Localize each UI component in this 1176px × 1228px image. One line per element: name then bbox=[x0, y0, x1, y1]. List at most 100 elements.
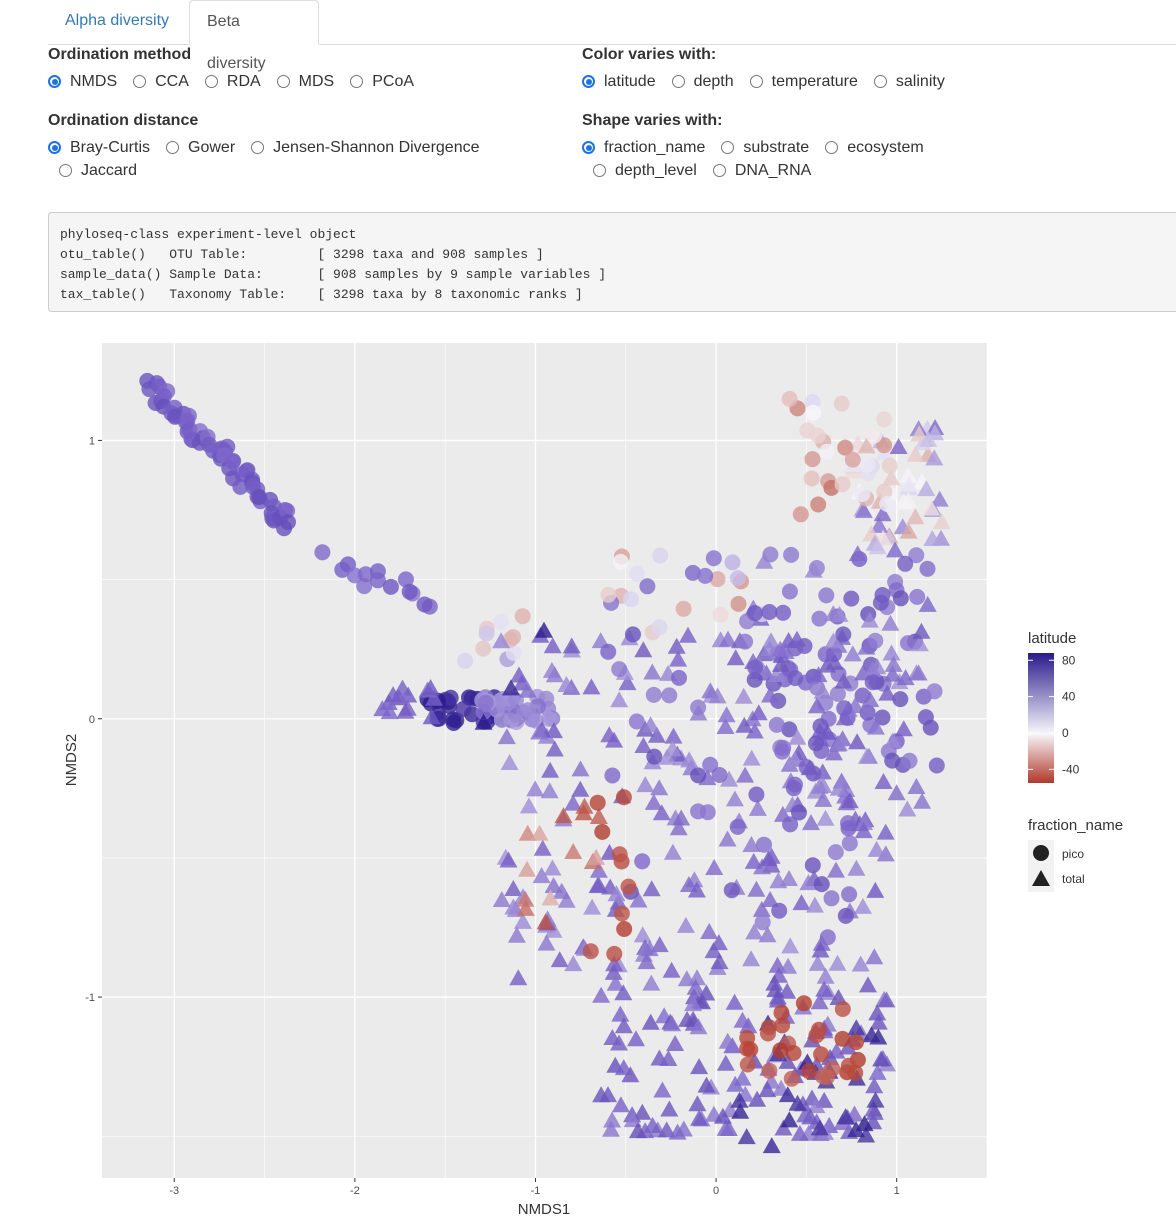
data-point-total bbox=[758, 1081, 777, 1098]
data-point-total bbox=[865, 1077, 884, 1094]
radio-indicator[interactable] bbox=[251, 141, 265, 154]
data-point-total bbox=[663, 1015, 682, 1032]
radio-indicator[interactable] bbox=[873, 75, 887, 88]
data-point-total bbox=[492, 891, 511, 907]
data-point-pico bbox=[804, 857, 821, 874]
radio-rda[interactable]: RDA bbox=[204, 70, 261, 93]
radio-indicator[interactable] bbox=[582, 141, 595, 154]
radio-depth[interactable]: depth bbox=[671, 70, 734, 93]
data-point-total bbox=[853, 897, 872, 914]
radio-indicator[interactable] bbox=[59, 164, 72, 177]
data-point-pico bbox=[928, 757, 945, 774]
data-point-total bbox=[642, 974, 661, 991]
color-varies-group: Color varies with: latitude depth temper… bbox=[582, 46, 1142, 93]
data-point-total bbox=[687, 881, 706, 898]
data-point-total bbox=[778, 1052, 797, 1069]
data-point-total bbox=[509, 969, 528, 986]
radio-gower[interactable]: Gower bbox=[166, 136, 235, 159]
data-point-pico bbox=[611, 661, 628, 678]
data-point-total bbox=[554, 807, 573, 824]
data-point-total bbox=[504, 880, 523, 896]
radio-indicator[interactable] bbox=[582, 75, 595, 88]
data-point-pico bbox=[795, 995, 812, 1012]
data-point-total bbox=[574, 804, 593, 821]
data-point-total bbox=[583, 898, 602, 915]
data-point-pico bbox=[781, 721, 798, 738]
data-point-total bbox=[907, 778, 926, 794]
data-point-pico bbox=[792, 506, 809, 523]
radio-nmds[interactable]: NMDS bbox=[48, 70, 117, 93]
data-point-pico bbox=[859, 704, 876, 721]
radio-indicator[interactable] bbox=[671, 75, 685, 88]
data-point-total bbox=[829, 779, 848, 796]
radio-indicator[interactable] bbox=[204, 75, 218, 88]
radio-temperature[interactable]: temperature bbox=[749, 70, 858, 93]
data-point-total bbox=[688, 969, 706, 986]
data-point-pico bbox=[835, 626, 852, 643]
data-point-pico bbox=[711, 767, 728, 783]
data-point-total bbox=[720, 770, 739, 787]
data-point-pico bbox=[760, 1025, 776, 1042]
radio-indicator[interactable] bbox=[712, 164, 726, 177]
data-point-total bbox=[607, 885, 626, 902]
radio-indicator[interactable] bbox=[166, 141, 180, 154]
radio-ecosystem[interactable]: ecosystem bbox=[825, 136, 924, 159]
radio-indicator[interactable] bbox=[593, 164, 606, 177]
data-point-total bbox=[564, 843, 583, 859]
data-point-total bbox=[906, 508, 925, 525]
radio-cca[interactable]: CCA bbox=[133, 70, 189, 93]
data-point-total bbox=[716, 1054, 735, 1071]
data-point-total bbox=[557, 676, 576, 692]
data-point-total bbox=[855, 814, 873, 830]
data-point-pico bbox=[675, 600, 692, 617]
radio-substrate[interactable]: substrate bbox=[721, 136, 809, 159]
radio-dna-rna[interactable]: DNA_RNA bbox=[712, 159, 811, 182]
phyloseq-summary-output: phyloseq-class experiment-level object o… bbox=[48, 212, 1176, 312]
radio-pcoa[interactable]: PCoA bbox=[350, 70, 414, 93]
tab-alpha-diversity[interactable]: Alpha diversity bbox=[65, 12, 170, 29]
radio-mds[interactable]: MDS bbox=[276, 70, 334, 93]
data-point-total bbox=[731, 1102, 750, 1119]
color-legend-title: latitude bbox=[1028, 630, 1076, 647]
radio-indicator[interactable] bbox=[749, 75, 763, 88]
data-point-total bbox=[533, 839, 552, 856]
data-point-pico bbox=[805, 404, 822, 421]
data-point-pico bbox=[801, 1063, 817, 1080]
y-tick-label: 1 bbox=[89, 435, 95, 447]
radio-indicator[interactable] bbox=[276, 75, 290, 88]
radio-label: RDA bbox=[226, 73, 261, 90]
data-point-total bbox=[745, 923, 764, 940]
radio-indicator[interactable] bbox=[48, 75, 61, 88]
data-point-total bbox=[605, 955, 624, 972]
data-point-total bbox=[778, 1086, 797, 1103]
data-point-total bbox=[810, 1119, 829, 1136]
radio-depth-level[interactable]: depth_level bbox=[593, 159, 697, 182]
radio-indicator[interactable] bbox=[721, 141, 735, 154]
data-point-pico bbox=[514, 608, 531, 625]
radio-bray-curtis[interactable]: Bray-Curtis bbox=[48, 136, 150, 159]
data-point-pico bbox=[818, 587, 835, 604]
tab-beta-diversity[interactable]: Beta diversity bbox=[189, 0, 319, 72]
legend-pico-label: pico bbox=[1062, 847, 1084, 861]
data-point-pico bbox=[837, 439, 854, 456]
radio-jaccard[interactable]: Jaccard bbox=[59, 159, 137, 182]
data-point-total bbox=[726, 1075, 745, 1092]
radio-fraction-name[interactable]: fraction_name bbox=[582, 136, 705, 159]
data-point-total bbox=[887, 784, 906, 801]
data-point-total bbox=[637, 953, 656, 970]
data-point-total bbox=[562, 637, 581, 654]
radio-salinity[interactable]: salinity bbox=[873, 70, 945, 93]
radio-indicator[interactable] bbox=[825, 141, 839, 154]
radio-indicator[interactable] bbox=[350, 75, 364, 88]
data-point-pico bbox=[369, 572, 386, 589]
radio-jensen-shannon[interactable]: Jensen-Shannon Divergence bbox=[251, 136, 480, 159]
data-point-total bbox=[788, 728, 807, 745]
data-point-total bbox=[810, 993, 829, 1010]
radio-indicator[interactable] bbox=[133, 75, 147, 88]
data-point-total bbox=[918, 595, 937, 612]
radio-latitude[interactable]: latitude bbox=[582, 70, 656, 93]
radio-indicator[interactable] bbox=[48, 141, 61, 154]
data-point-pico bbox=[768, 716, 785, 733]
data-point-pico bbox=[773, 1004, 790, 1021]
legend-total-label: total bbox=[1062, 872, 1085, 886]
